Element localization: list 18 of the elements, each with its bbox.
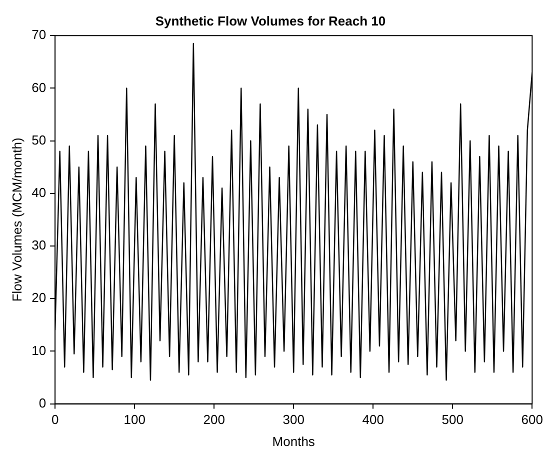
y-tick-label: 20 [32,290,46,306]
y-tick-label: 10 [32,342,46,358]
y-tick-label: 40 [32,184,46,200]
x-tick-label: 600 [521,412,544,428]
y-tick-label: 30 [32,238,46,253]
y-tick-label: 50 [32,132,46,148]
y-tick-label: 70 [32,27,46,42]
chart-title: Synthetic Flow Volumes for Reach 10 [155,13,386,28]
x-axis-title: Months [272,434,316,449]
x-tick-label: 500 [442,412,464,428]
y-axis-title: Flow Volumes (MCM/month) [9,138,24,302]
x-tick-label: 0 [51,412,59,428]
y-tick-label: 60 [32,80,46,95]
x-tick-label: 300 [282,412,304,428]
x-tick-label: 200 [203,412,225,428]
x-tick-label: 400 [362,412,384,428]
x-tick-label: 100 [124,412,146,428]
y-tick-label: 0 [38,395,46,410]
